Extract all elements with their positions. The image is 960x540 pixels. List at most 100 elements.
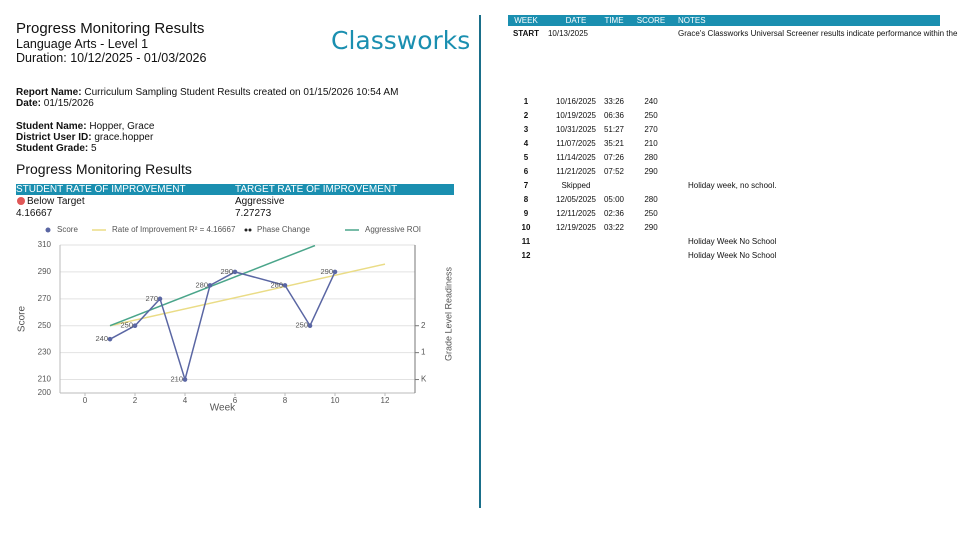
legend-label: Aggressive ROI — [365, 225, 421, 234]
table-time: 07:52 — [603, 167, 625, 176]
table-score: 270 — [644, 125, 658, 134]
table-date: 11/21/2025 — [556, 167, 596, 176]
target-rate: 7.27273 — [235, 208, 272, 219]
table-week: 4 — [523, 139, 529, 148]
score-point — [332, 269, 338, 275]
table-week: 10 — [521, 223, 531, 232]
table-score: 250 — [644, 209, 658, 218]
info-label: Report Name: — [16, 87, 82, 98]
table-date: 10/19/2025 — [555, 111, 597, 120]
y2-tick-label: 2 — [421, 321, 426, 330]
score-point — [207, 283, 213, 288]
table-week: 12 — [521, 251, 531, 260]
table-time: 07:26 — [603, 153, 625, 162]
table-week: START — [512, 29, 540, 38]
info-value: grace.hopper — [94, 132, 154, 143]
data-label: 280 — [270, 280, 283, 289]
table-time: 03:22 — [603, 223, 625, 232]
table-date: 10/16/2025 — [555, 97, 597, 106]
x-axis-label: Week — [210, 403, 236, 414]
x-tick-label: 4 — [183, 396, 188, 405]
status: Below Target — [27, 196, 85, 207]
table-score: 250 — [644, 111, 658, 120]
data-label: 250 — [120, 321, 133, 330]
subject: Language Arts - Level 1 — [16, 37, 149, 51]
y2-tick-label: K — [421, 375, 427, 384]
legend-label: Score — [57, 225, 78, 234]
legend-label: Rate of Improvement R² = 4.16667 — [112, 225, 236, 234]
student-rate: 4.16667 — [16, 208, 53, 219]
table-score: 290 — [644, 167, 658, 176]
data-label: 210 — [170, 375, 183, 384]
legend-marker — [248, 228, 252, 232]
score-point — [232, 269, 238, 275]
y-tick-label: 290 — [38, 267, 52, 276]
info-line: Student Grade: 5 — [16, 143, 154, 154]
table-week: 11 — [521, 237, 531, 246]
y-axis-label: Score — [17, 306, 28, 333]
data-label: 290 — [320, 267, 333, 276]
table-time: 35:21 — [603, 139, 625, 148]
x-tick-label: 2 — [133, 396, 138, 405]
status-dot — [17, 197, 25, 205]
x-tick-label: 6 — [233, 396, 238, 405]
table-score: 240 — [644, 97, 658, 106]
info-label: District User ID: — [16, 132, 92, 143]
info-value: Curriculum Sampling Student Results crea… — [84, 87, 399, 98]
col-header: STUDENT RATE OF IMPROVEMENT — [16, 184, 186, 195]
y-tick-label: 310 — [38, 240, 52, 249]
table-header: DATE — [565, 16, 587, 25]
col-header: TARGET RATE OF IMPROVEMENT — [235, 184, 398, 195]
table-time: 33:26 — [603, 97, 625, 106]
score-point — [157, 296, 163, 302]
data-label: 280 — [195, 280, 208, 289]
y-tick-label: 230 — [38, 348, 52, 357]
info-line: Report Name: Curriculum Sampling Student… — [16, 87, 398, 98]
info-label: Date: — [16, 98, 42, 109]
data-label: 270 — [145, 294, 158, 303]
y2-tick-label: 1 — [421, 348, 426, 357]
y-tick-label: 210 — [38, 375, 52, 384]
table-date: 11/07/2025 — [556, 139, 596, 148]
y-tick-label: 200 — [38, 388, 52, 397]
section-title: Progress Monitoring Results — [16, 161, 192, 177]
table-date: 12/11/2025 — [556, 209, 596, 218]
legend-label: Phase Change — [257, 225, 310, 234]
logo: Classworks — [331, 26, 471, 55]
table-notes: Holiday Week No School — [688, 237, 777, 246]
x-tick-label: 12 — [381, 396, 390, 405]
table-week: 3 — [523, 125, 529, 134]
table-header-bar — [508, 15, 940, 26]
table-header: NOTES — [678, 16, 706, 25]
info-line: District User ID: grace.hopper — [16, 132, 154, 143]
table-time: 06:36 — [603, 111, 625, 120]
student-info: Student Name: Hopper, Grace District User… — [16, 121, 154, 154]
info-value: 5 — [91, 143, 97, 154]
data-label: 250 — [295, 321, 308, 330]
table-notes: Holiday Week No School — [688, 251, 777, 260]
table-date: 12/19/2025 — [555, 223, 597, 232]
info-label: Student Name: — [16, 121, 87, 132]
score-point — [307, 323, 313, 329]
table-notes: Grace's Classworks Universal Screener re… — [678, 29, 960, 38]
table-week: 1 — [523, 97, 529, 106]
table-week: 5 — [523, 153, 529, 162]
table-header: SCORE — [636, 16, 666, 25]
info-line: Student Name: Hopper, Grace — [16, 121, 154, 132]
trend-line — [109, 245, 316, 327]
x-tick-label: 8 — [283, 396, 288, 405]
data-label: 240 — [95, 334, 108, 343]
legend-marker — [45, 227, 51, 233]
info-line: Date: 01/15/2026 — [16, 98, 398, 109]
table-score: 290 — [644, 223, 658, 232]
info-value: 01/15/2026 — [43, 98, 94, 109]
table-score: 280 — [644, 195, 658, 204]
table-notes: Holiday week, no school. — [688, 181, 777, 190]
score-point — [282, 283, 288, 288]
table-date: 12/05/2025 — [555, 195, 597, 204]
table-week: 2 — [523, 111, 529, 120]
info-label: Student Grade: — [16, 143, 89, 154]
